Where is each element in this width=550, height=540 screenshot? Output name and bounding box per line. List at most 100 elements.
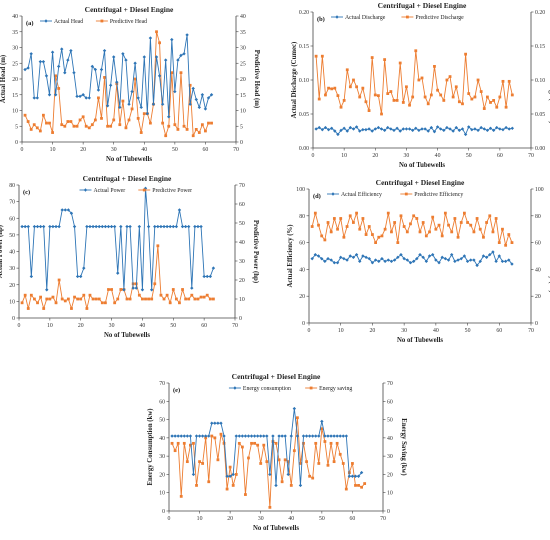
data-point: [90, 123, 94, 127]
chart-title: Centrifugal + Diesel Engine: [232, 372, 321, 381]
data-point: [207, 121, 210, 125]
data-point: [429, 93, 433, 97]
y-tick-label: 60: [299, 241, 305, 247]
data-point: [156, 224, 160, 229]
y-tick-label: 0.00: [299, 146, 309, 152]
data-point: [243, 434, 248, 438]
y2-axis-title: Energy Saving (kw): [400, 418, 407, 475]
data-point: [335, 434, 339, 438]
data-point: [170, 441, 174, 445]
data-point: [57, 87, 61, 90]
data-point: [314, 434, 318, 438]
data-point: [204, 436, 208, 440]
data-point: [333, 129, 337, 133]
data-point: [481, 254, 486, 258]
data-point: [173, 89, 177, 94]
chart-title: Centrifugal + Diesel Engine: [83, 174, 172, 183]
data-point: [443, 256, 448, 261]
data-point: [464, 52, 467, 56]
y2-tick-label: 50: [239, 221, 245, 227]
data-point: [434, 258, 438, 262]
data-point: [473, 95, 477, 99]
data-point: [131, 286, 135, 290]
data-point: [479, 125, 483, 130]
data-point: [170, 37, 174, 42]
data-point: [323, 259, 327, 264]
legend-label: Actual Power: [93, 188, 125, 194]
panel-label: (c): [23, 189, 30, 196]
data-point: [145, 111, 150, 116]
y2-tick-label: 20: [240, 77, 246, 83]
data-point: [113, 301, 117, 305]
data-point: [216, 421, 220, 425]
data-point: [501, 79, 505, 83]
data-point: [104, 301, 107, 305]
data-point: [329, 258, 333, 262]
data-point: [488, 214, 492, 218]
y-tick-label: 40: [159, 436, 165, 442]
data-point: [329, 126, 334, 130]
data-point: [202, 295, 206, 299]
data-point: [345, 129, 349, 133]
data-point: [446, 258, 451, 262]
y-axis-title: Actual Efficiency (%): [287, 224, 294, 287]
data-point: [355, 85, 358, 89]
data-point: [341, 462, 345, 465]
data-point: [102, 48, 107, 53]
data-point: [176, 58, 180, 62]
data-point: [437, 261, 441, 265]
data-point: [97, 96, 100, 100]
data-point: [182, 124, 186, 128]
y2-tick-label: 20: [535, 294, 541, 300]
series-actual: [314, 125, 515, 137]
data-point: [494, 217, 498, 220]
data-point: [153, 224, 157, 229]
data-point: [335, 441, 339, 445]
legend-label: Predictive Power: [152, 188, 192, 194]
data-point: [377, 235, 381, 239]
data-point: [210, 421, 214, 425]
data-point: [421, 221, 425, 224]
data-point: [151, 102, 156, 106]
data-point: [485, 221, 488, 224]
data-point: [265, 434, 269, 438]
x-tick-label: 0: [312, 153, 315, 159]
data-point: [29, 293, 33, 297]
data-point: [121, 52, 125, 56]
data-point: [295, 434, 300, 438]
data-point: [332, 217, 336, 220]
y-tick-label: 0: [302, 321, 305, 327]
data-point: [336, 227, 339, 231]
y2-tick-label: 40: [387, 436, 393, 442]
data-point: [45, 288, 49, 292]
data-point: [377, 94, 380, 98]
data-point: [443, 211, 447, 215]
data-point: [141, 297, 144, 301]
data-point: [76, 297, 80, 301]
data-point: [207, 434, 211, 438]
data-point: [153, 282, 157, 286]
data-point: [271, 434, 275, 438]
data-point: [461, 102, 464, 106]
data-point: [417, 128, 421, 133]
data-point: [197, 131, 201, 134]
data-point: [380, 256, 384, 261]
data-point: [407, 127, 412, 131]
data-point: [142, 55, 146, 59]
data-point: [219, 421, 223, 425]
y2-tick-label: 0.05: [535, 112, 545, 118]
series-line: [24, 31, 212, 138]
data-point: [208, 297, 212, 301]
legend-label: Predictive Head: [110, 19, 147, 25]
data-point: [144, 297, 147, 301]
x-axis-title: No of Tubewells: [104, 332, 150, 339]
data-point: [48, 297, 52, 301]
y-tick-label: 100: [296, 187, 305, 193]
legend-label: Energy saving: [319, 386, 352, 392]
chart-title: Centrifugal + Diesel Engine: [85, 5, 174, 14]
data-point: [439, 93, 443, 97]
data-point: [498, 95, 502, 99]
series-actual: [23, 33, 214, 119]
data-point: [72, 71, 76, 75]
data-point: [199, 295, 203, 299]
